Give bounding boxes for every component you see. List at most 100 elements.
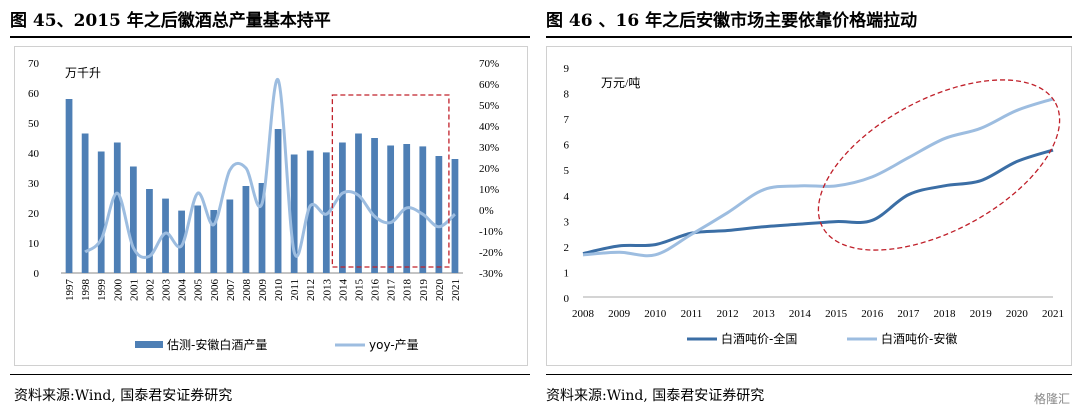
bar (146, 189, 153, 273)
y-tick-label: 8 (564, 89, 570, 101)
x-tick-label: 2002 (144, 279, 156, 301)
right-source-note: 资料来源:Wind, 国泰君安证券研究 (546, 388, 765, 404)
bar (387, 145, 395, 273)
y-right-tick-label: -20% (479, 247, 503, 259)
y-left-tick-label: 50 (28, 118, 40, 130)
x-tick-label: 2010 (273, 279, 285, 302)
legend-line2-label: 白酒吨价-安徽 (881, 331, 957, 346)
right-figure-title: 图 46 、16 年之后安徽市场主要依靠价格端拉动 (546, 11, 918, 31)
x-tick-label: 2017 (897, 308, 920, 320)
y-tick-label: 3 (564, 216, 570, 228)
y-tick-label: 4 (564, 191, 570, 203)
y-right-tick-label: 30% (479, 142, 499, 154)
x-tick-label: 2006 (209, 279, 221, 302)
bar (97, 151, 105, 273)
y-right-tick-label: -10% (479, 226, 503, 238)
x-tick-label: 2018 (402, 279, 414, 302)
x-tick-label: 2011 (289, 279, 301, 301)
bar (419, 146, 427, 273)
x-tick-label: 2018 (934, 308, 957, 320)
bar (339, 142, 346, 273)
bar (210, 210, 218, 273)
x-tick-label: 2016 (370, 279, 382, 302)
bar (355, 133, 362, 273)
legend-bar-label: 估测-安徽白酒产量 (167, 337, 267, 352)
series-line-1 (582, 148, 1054, 256)
bar (162, 198, 169, 273)
legend-line-label: yoy-产量 (369, 338, 419, 352)
y-right-tick-label: -30% (479, 268, 503, 280)
x-tick-label: 2014 (789, 308, 812, 320)
x-tick-label: 2011 (681, 308, 703, 320)
y-left-tick-label: 20 (28, 208, 40, 220)
x-tick-label: 2010 (644, 308, 667, 320)
y-tick-label: 7 (564, 114, 570, 126)
x-tick-label: 2008 (241, 279, 253, 302)
y-unit-label: 万千升 (65, 66, 101, 80)
left-chart: 0 10 20 30 40 50 60 70 -30% -20% -10% 0% 10% 20% 30% 40… (28, 58, 503, 352)
y-tick-label: 6 (564, 140, 570, 152)
bar (113, 142, 121, 273)
x-tick-label: 1997 (64, 279, 76, 302)
legend-line1-label: 白酒吨价-全国 (721, 331, 797, 346)
x-tick-label: 2019 (970, 308, 993, 320)
x-tick-label: 1998 (80, 279, 92, 302)
y-right-tick-label: 10% (479, 184, 499, 196)
x-tick-label: 2009 (257, 279, 269, 302)
y-right-tick-label: 40% (479, 121, 499, 133)
bar (226, 199, 234, 273)
y-unit-label: 万元/吨 (601, 76, 640, 90)
y-tick-label: 0 (564, 293, 570, 305)
x-tick-label: 2015 (353, 279, 365, 302)
bar (194, 205, 202, 273)
x-tick-label: 2003 (161, 279, 173, 302)
x-tick-label: 2013 (321, 279, 333, 302)
bar (178, 210, 185, 273)
bar (435, 156, 443, 273)
x-tick-label: 1999 (96, 279, 108, 302)
highlight-box (331, 94, 450, 268)
x-tick-label: 2012 (305, 279, 317, 301)
right-source-rule (546, 374, 1072, 375)
x-tick-label: 2014 (337, 279, 349, 302)
bar (258, 183, 266, 273)
y-right-tick-label: 50% (479, 100, 499, 112)
x-tick-label: 2021 (1042, 308, 1064, 320)
x-tick-label: 2020 (434, 279, 446, 302)
x-tick-label: 2000 (112, 279, 124, 302)
left-title-rule (10, 36, 530, 38)
highlight-ellipse (817, 79, 1061, 251)
x-tick-label: 2009 (608, 308, 631, 320)
bar (371, 138, 378, 273)
yoy-line (84, 78, 456, 259)
right-title-rule (546, 36, 1072, 38)
bar (242, 186, 250, 273)
bar (290, 154, 298, 273)
y-tick-label: 1 (564, 267, 570, 279)
x-tick-label: 2015 (825, 308, 848, 320)
bar (81, 133, 89, 273)
y-left-tick-label: 0 (34, 268, 40, 280)
left-source-note: 资料来源:Wind, 国泰君安证券研究 (14, 388, 233, 404)
series-line-2 (582, 97, 1054, 258)
y-left-tick-label: 10 (28, 238, 40, 250)
y-tick-label: 9 (564, 63, 570, 75)
left-chart-panel: 0 10 20 30 40 50 60 70 -30% -20% -10% 0% 10% 20% 30% 40… (14, 46, 528, 366)
y-left-tick-label: 60 (28, 88, 40, 100)
y-left-tick-label: 70 (28, 58, 40, 70)
x-tick-label: 2008 (572, 308, 595, 320)
left-figure-title: 图 45、2015 年之后徽酒总产量基本持平 (10, 11, 331, 31)
bar (274, 129, 282, 273)
bar (306, 150, 314, 273)
bar (65, 99, 73, 273)
y-right-tick-label: 70% (479, 58, 499, 70)
x-tick-label: 2001 (128, 279, 140, 301)
x-tick-label: 2004 (177, 279, 189, 302)
y-right-tick-label: 20% (479, 163, 499, 175)
y-tick-label: 5 (564, 165, 570, 177)
x-tick-label: 2019 (418, 279, 430, 302)
watermark-logo: 格隆汇 (1033, 392, 1070, 406)
right-chart-panel: 0 1 2 3 4 5 6 7 8 9 2008 2009 2010 2011 2012 2013 2014 20… (546, 46, 1072, 366)
right-chart: 0 1 2 3 4 5 6 7 8 9 2008 2009 2010 2011 2012 2013 2014 20… (564, 63, 1065, 346)
x-tick-label: 2012 (717, 308, 739, 320)
